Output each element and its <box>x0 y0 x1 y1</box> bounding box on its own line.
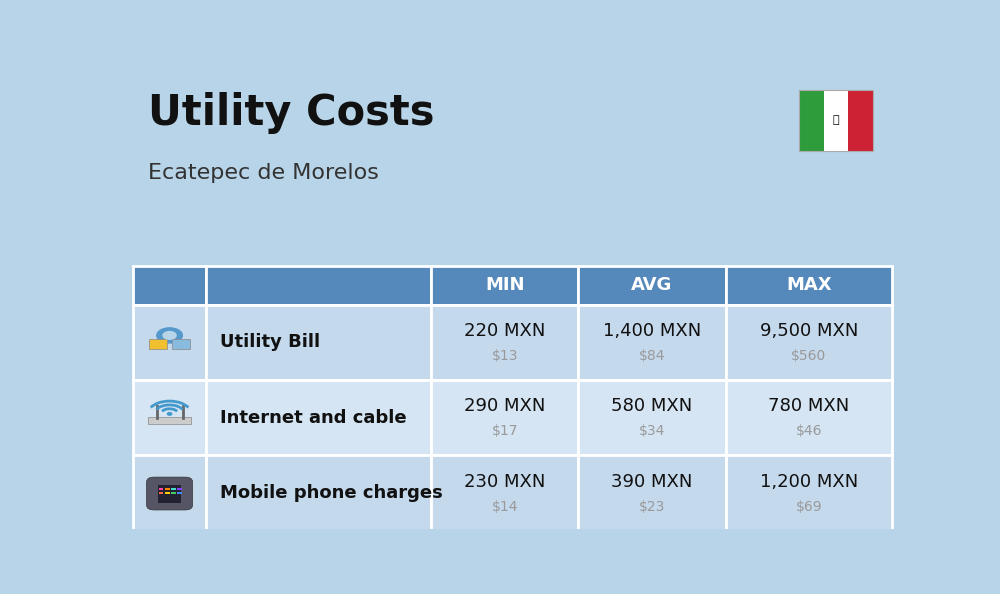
Bar <box>133 266 206 305</box>
Text: $17: $17 <box>492 425 518 438</box>
Bar <box>206 380 431 456</box>
Text: 230 MXN: 230 MXN <box>464 473 545 491</box>
Text: $13: $13 <box>492 349 518 363</box>
Bar <box>578 380 726 456</box>
Bar <box>206 305 431 380</box>
Text: $560: $560 <box>791 349 827 363</box>
Text: MAX: MAX <box>786 276 832 294</box>
Bar <box>133 456 206 531</box>
Bar <box>165 492 170 494</box>
Bar <box>159 492 163 494</box>
Text: $84: $84 <box>639 349 665 363</box>
Bar <box>848 90 873 151</box>
Text: AVG: AVG <box>631 276 673 294</box>
Text: $23: $23 <box>639 500 665 514</box>
Bar <box>133 305 206 380</box>
Circle shape <box>167 413 172 415</box>
Circle shape <box>157 328 182 343</box>
Text: Utility Bill: Utility Bill <box>220 333 320 351</box>
Bar <box>726 305 892 380</box>
Bar <box>431 456 578 531</box>
Bar <box>172 339 190 349</box>
Text: 1,400 MXN: 1,400 MXN <box>603 322 701 340</box>
Circle shape <box>163 331 176 339</box>
Text: Utility Costs: Utility Costs <box>148 92 435 134</box>
Bar <box>726 456 892 531</box>
Text: 🦅: 🦅 <box>833 115 839 125</box>
Bar <box>206 266 431 305</box>
Bar <box>177 492 182 494</box>
Bar <box>799 90 873 151</box>
Text: Mobile phone charges: Mobile phone charges <box>220 484 443 502</box>
Text: $69: $69 <box>796 500 822 514</box>
Bar <box>578 266 726 305</box>
Bar <box>148 417 191 424</box>
Text: 9,500 MXN: 9,500 MXN <box>760 322 858 340</box>
Text: 780 MXN: 780 MXN <box>768 397 850 415</box>
Bar <box>159 488 163 491</box>
Bar <box>206 456 431 531</box>
Bar <box>158 485 181 503</box>
Text: 390 MXN: 390 MXN <box>611 473 693 491</box>
Bar <box>177 488 182 491</box>
Bar <box>171 492 176 494</box>
Text: $34: $34 <box>639 425 665 438</box>
Text: 220 MXN: 220 MXN <box>464 322 545 340</box>
Bar <box>824 90 848 151</box>
Bar <box>578 456 726 531</box>
Text: $46: $46 <box>796 425 822 438</box>
Bar <box>578 305 726 380</box>
Bar <box>165 488 170 491</box>
Text: 580 MXN: 580 MXN <box>611 397 693 415</box>
Bar <box>149 339 167 349</box>
Bar <box>431 380 578 456</box>
FancyBboxPatch shape <box>147 477 193 510</box>
Text: 290 MXN: 290 MXN <box>464 397 545 415</box>
Text: 1,200 MXN: 1,200 MXN <box>760 473 858 491</box>
Bar <box>726 266 892 305</box>
Text: Ecatepec de Morelos: Ecatepec de Morelos <box>148 163 379 183</box>
Text: MIN: MIN <box>485 276 524 294</box>
Bar <box>431 266 578 305</box>
Text: $14: $14 <box>492 500 518 514</box>
Bar <box>133 380 206 456</box>
Text: Internet and cable: Internet and cable <box>220 409 407 426</box>
Bar <box>431 305 578 380</box>
Bar <box>726 380 892 456</box>
Bar <box>171 488 176 491</box>
Bar <box>799 90 824 151</box>
